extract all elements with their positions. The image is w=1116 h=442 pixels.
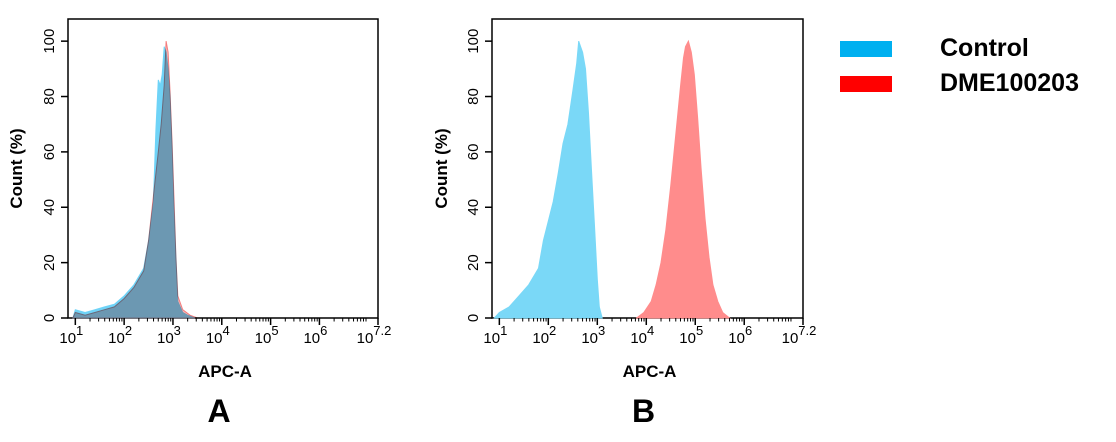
y-tick-label: 100: [465, 29, 482, 54]
panel-label: A: [207, 393, 230, 429]
series-area-dme100203: [635, 39, 731, 319]
x-axis-title: APC-A: [623, 362, 677, 381]
x-tick-label: 104: [630, 323, 654, 347]
y-tick-label: 20: [465, 254, 482, 271]
series-area-dme100203: [72, 41, 198, 319]
series-area-control: [493, 40, 603, 319]
x-tick-label: 107.2: [782, 323, 817, 347]
y-axis-title: Count (%): [7, 128, 26, 208]
y-tick-label: 0: [465, 314, 482, 322]
histogram-panel-a: 0 20 40 60 80 100 101 102 103 104 105 106 107.2 APC-A…: [7, 18, 392, 429]
y-tick-label: 100: [41, 29, 58, 54]
x-tick-label: 103: [581, 323, 605, 347]
x-tick-label: 103: [157, 323, 181, 347]
x-tick-label: 104: [206, 323, 230, 347]
y-tick-label: 0: [41, 314, 58, 322]
x-tick-label: 107.2: [357, 323, 392, 347]
x-tick-label: 101: [483, 323, 507, 347]
y-tick-label: 60: [41, 144, 58, 161]
x-tick-label: 106: [728, 323, 752, 347]
panel-label: B: [632, 393, 655, 429]
y-tick-label: 20: [41, 254, 58, 271]
x-tick-label: 106: [303, 323, 327, 347]
y-tick-label: 80: [41, 88, 58, 105]
legend-swatch-dme100203: [840, 76, 892, 92]
legend-label-dme100203: DME100203: [940, 69, 1079, 97]
y-tick-label: 40: [465, 199, 482, 216]
x-tick-label: 105: [679, 323, 703, 347]
x-axis-title: APC-A: [198, 362, 252, 381]
legend: Control DME100203: [840, 34, 1079, 97]
y-axis-title: Count (%): [432, 128, 451, 208]
y-tick-label: 40: [41, 199, 58, 216]
x-tick-label: 102: [108, 323, 132, 347]
histogram-panel-b: 0 20 40 60 80 100 101 102 103 104 105 106 107.2 APC-A…: [432, 18, 817, 429]
legend-swatch-control: [840, 41, 892, 57]
y-tick-label: 80: [465, 88, 482, 105]
plot-frame: [67, 18, 379, 319]
x-tick-label: 102: [532, 323, 556, 347]
legend-label-control: Control: [940, 34, 1029, 62]
x-tick-label: 101: [59, 323, 83, 347]
y-tick-label: 60: [465, 144, 482, 161]
x-tick-label: 105: [255, 323, 279, 347]
